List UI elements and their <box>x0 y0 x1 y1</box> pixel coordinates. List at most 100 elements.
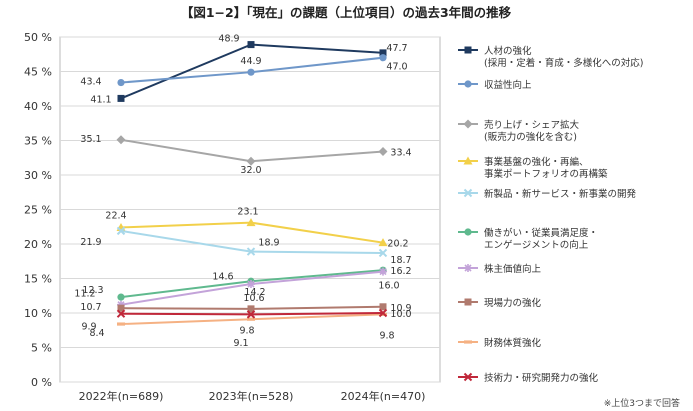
legend-label: 働きがい・従業員満足度・ <box>484 227 598 239</box>
data-label: 41.1 <box>90 94 111 105</box>
y-tick-label: 30 % <box>24 169 52 182</box>
series-marker <box>378 147 388 157</box>
series-marker <box>378 238 388 247</box>
x-tick-label: 2023年(n=528) <box>209 389 294 403</box>
data-label: 43.4 <box>80 77 101 88</box>
data-labels: 41.1 48.9 47.7 43.4 44.9 47.0 35.1 32.0 33.4 22.4… <box>74 34 411 350</box>
series-marker <box>117 322 125 326</box>
series-marker <box>247 317 255 321</box>
legend-label: (採用・定着・育成・多様化への対応) <box>484 57 643 69</box>
data-label: 48.9 <box>218 34 239 45</box>
y-tick-label: 50 % <box>24 31 52 44</box>
legend-marker <box>464 46 472 54</box>
series-marker <box>379 303 387 311</box>
data-label: 9.8 <box>379 330 394 341</box>
data-label: 47.7 <box>386 43 407 54</box>
series-marker <box>246 156 256 166</box>
series-marker <box>378 248 388 258</box>
series-marker <box>247 41 255 49</box>
series-marker <box>246 218 256 227</box>
data-label: 9.1 <box>233 338 248 349</box>
x-axis: 2022年(n=689) 2023年(n=528) 2024年(n=470) <box>79 389 426 403</box>
legend: 人材の強化(採用・定着・育成・多様化への対応) 収益性向上売り上げ・シェア拡大(販… <box>458 45 643 384</box>
series-marker <box>378 308 388 318</box>
series-marker <box>247 280 255 289</box>
data-label: 10.7 <box>80 302 101 313</box>
data-label: 10.9 <box>390 303 411 314</box>
data-label: 47.0 <box>386 62 407 73</box>
data-label: 14.6 <box>212 271 233 282</box>
data-label: 11.2 <box>74 289 95 300</box>
chart-note: ※上位3つまで回答 <box>604 397 680 409</box>
y-tick-label: 35 % <box>24 135 52 148</box>
series-group <box>116 41 388 326</box>
legend-label: 財務体質強化 <box>484 337 542 349</box>
y-tick-label: 15 % <box>24 273 52 286</box>
data-label: 23.1 <box>237 207 258 218</box>
y-tick-label: 5 % <box>31 342 52 355</box>
series-marker <box>247 68 255 76</box>
legend-marker <box>464 264 472 272</box>
data-label: 33.4 <box>390 148 411 159</box>
legend-marker <box>464 228 472 236</box>
series-marker <box>246 247 256 256</box>
data-label: 21.9 <box>80 237 101 248</box>
y-tick-label: 40 % <box>24 100 52 113</box>
legend-marker <box>464 80 472 88</box>
series-marker <box>117 304 125 312</box>
series-marker <box>379 54 387 62</box>
legend-label: 株主価値向上 <box>484 263 542 275</box>
data-label: 18.9 <box>258 238 279 249</box>
legend-marker <box>463 188 473 198</box>
series-marker <box>117 293 125 301</box>
legend-marker <box>463 119 473 129</box>
legend-marker <box>463 372 473 382</box>
series-marker <box>246 310 256 319</box>
legend-label: 人材の強化 <box>484 45 532 57</box>
legend-marker <box>463 156 473 165</box>
series-marker <box>379 267 387 276</box>
y-tick-label: 25 % <box>24 204 52 217</box>
legend-label: 収益性向上 <box>484 79 532 91</box>
chart-title: 【図1−2】「現在」の課題（上位項目）の過去3年間の推移 <box>181 5 512 20</box>
series-marker <box>116 226 126 236</box>
x-tick-label: 2024年(n=470) <box>341 389 426 403</box>
data-label: 32.0 <box>240 165 261 176</box>
legend-label: 事業ポートフォリオの再構築 <box>484 168 608 180</box>
data-label: 44.9 <box>240 56 261 67</box>
data-label: 20.2 <box>387 239 408 250</box>
legend-label: (販売力の強化を含む) <box>484 131 577 143</box>
y-tick-label: 45 % <box>24 66 52 79</box>
legend-label: 売り上げ・シェア拡大 <box>484 119 580 131</box>
x-tick-label: 2022年(n=689) <box>79 389 164 403</box>
series-marker <box>379 49 387 57</box>
legend-label: 技術力・研究開発力の強化 <box>484 372 599 384</box>
data-label: 16.2 <box>390 266 411 277</box>
y-tick-label: 20 % <box>24 238 52 251</box>
legend-marker <box>464 340 472 344</box>
series-marker <box>117 94 125 102</box>
data-label: 9.8 <box>239 325 254 336</box>
legend-label: 新製品・新サービス・新事業の開発 <box>484 188 637 200</box>
data-label: 16.0 <box>378 281 399 292</box>
data-label: 8.4 <box>89 328 104 339</box>
data-label: 14.2 <box>244 287 265 298</box>
data-label: 9.9 <box>81 322 96 333</box>
y-tick-label: 10 % <box>24 307 52 320</box>
data-label: 12.3 <box>82 285 103 296</box>
data-label: 18.7 <box>390 255 411 266</box>
series-marker <box>247 305 255 313</box>
data-label: 35.1 <box>80 134 101 145</box>
series-marker <box>116 309 126 318</box>
y-tick-label: 0 % <box>31 376 52 389</box>
data-label: 10.0 <box>390 309 411 320</box>
series-marker <box>117 78 125 87</box>
legend-marker <box>464 298 472 306</box>
data-label: 10.6 <box>243 293 264 304</box>
legend-label: エンゲージメントの向上 <box>484 239 589 251</box>
series-marker <box>116 135 126 145</box>
y-axis: 0 % 5 % 10 % 15 % 20 % 25 % 30 % 35 % 40 % 45 % 50… <box>24 31 52 389</box>
legend-label: 現場力の強化 <box>484 297 542 309</box>
legend-label: 事業基盤の強化・再編、 <box>484 156 589 168</box>
